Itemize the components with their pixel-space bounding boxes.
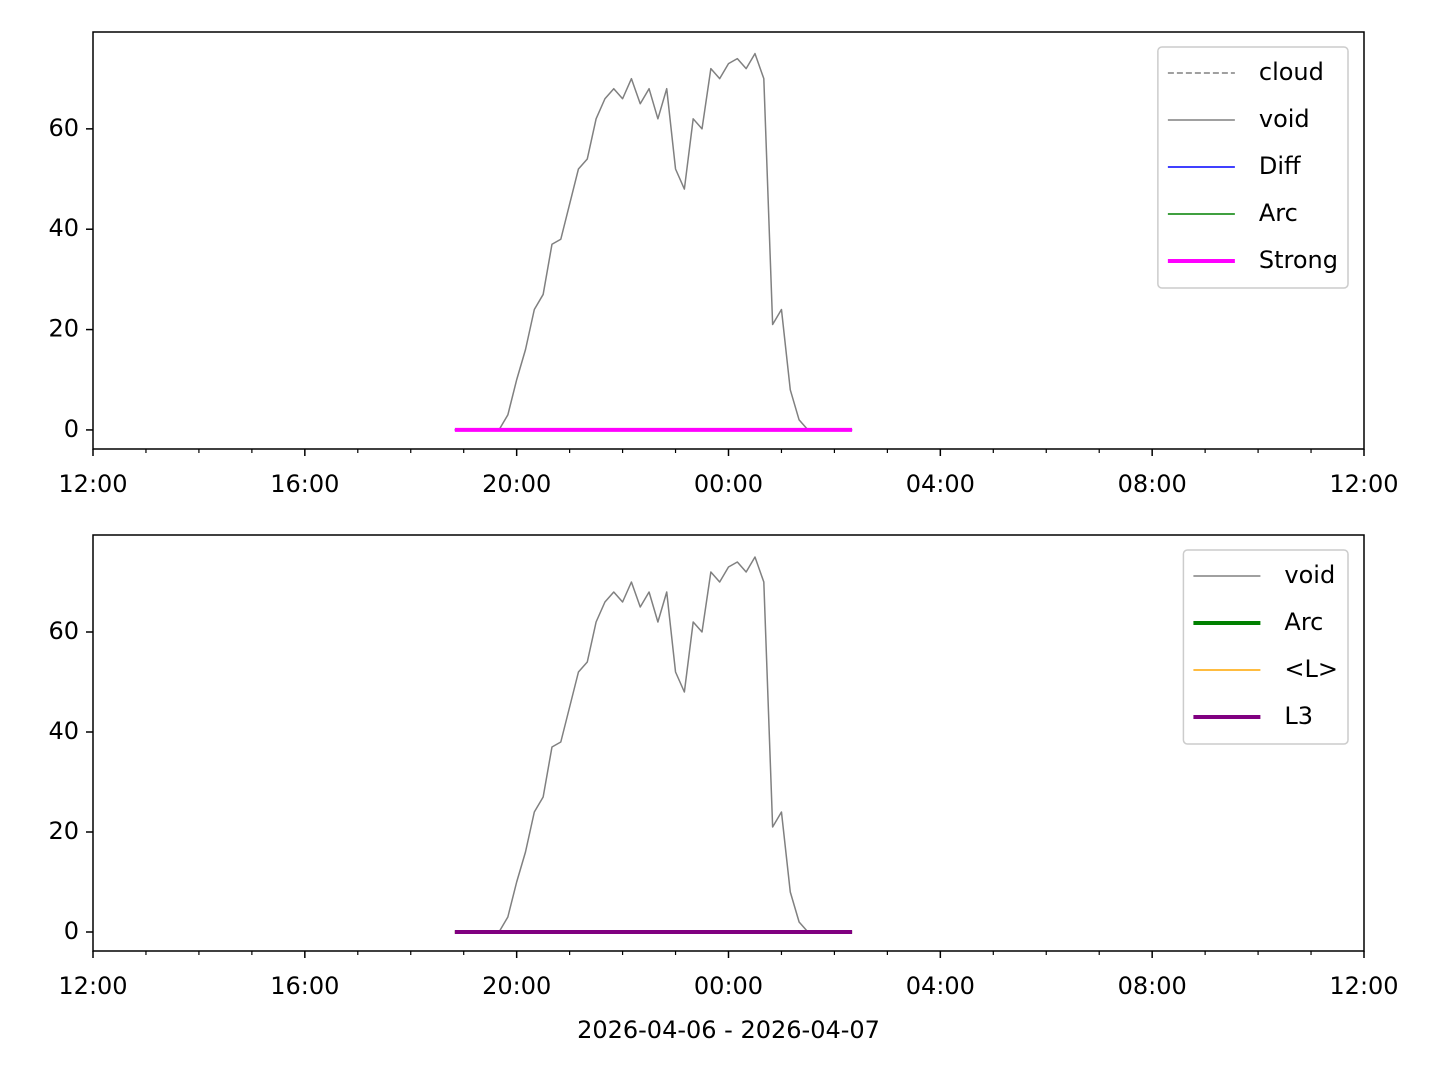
y-tick-label: 60 [48, 114, 79, 142]
x-tick-label: 12:00 [58, 470, 127, 498]
series-line [454, 556, 853, 933]
x-axis-label: 2026-04-06 - 2026-04-07 [577, 1016, 880, 1044]
legend-label: Arc [1284, 608, 1323, 636]
x-tick-label: 04:00 [906, 470, 975, 498]
y-tick-label: 60 [48, 617, 79, 645]
legend-box [1182, 549, 1349, 745]
y-tick-label: 0 [64, 917, 79, 945]
x-tick-label: 12:00 [1329, 972, 1398, 1000]
x-tick-label: 16:00 [270, 972, 339, 1000]
x-tick-label: 20:00 [482, 972, 551, 1000]
legend-label: cloud [1259, 58, 1324, 86]
legend-label: L3 [1284, 702, 1313, 730]
y-tick-label: 20 [48, 315, 79, 343]
legend-label: Strong [1259, 246, 1338, 274]
legend-label: void [1259, 105, 1310, 133]
legend-label: <L> [1284, 655, 1338, 683]
legend: cloud void Diff Arc Strong [1157, 46, 1349, 289]
x-tick-label: 04:00 [906, 972, 975, 1000]
legend: void Arc <L> L3 [1182, 549, 1349, 745]
legend-box [1157, 46, 1349, 289]
legend-label: void [1284, 561, 1335, 589]
x-tick-label: 08:00 [1118, 972, 1187, 1000]
series-line [454, 52, 853, 431]
x-tick-label: 00:00 [694, 470, 763, 498]
y-tick-label: 0 [64, 415, 79, 443]
x-tick-label: 08:00 [1118, 470, 1187, 498]
x-tick-label: 20:00 [482, 470, 551, 498]
y-tick-label: 40 [48, 717, 79, 745]
legend-label: Arc [1259, 199, 1298, 227]
legend-label: Diff [1259, 152, 1301, 180]
plot-area [454, 556, 853, 934]
y-tick-label: 40 [48, 214, 79, 242]
x-tick-label: 00:00 [694, 972, 763, 1000]
y-tick-label: 20 [48, 817, 79, 845]
x-tick-label: 12:00 [58, 972, 127, 1000]
plot-area [454, 52, 853, 432]
axes-frame [92, 534, 1365, 952]
x-tick-label: 16:00 [270, 470, 339, 498]
x-tick-label: 12:00 [1329, 470, 1398, 498]
